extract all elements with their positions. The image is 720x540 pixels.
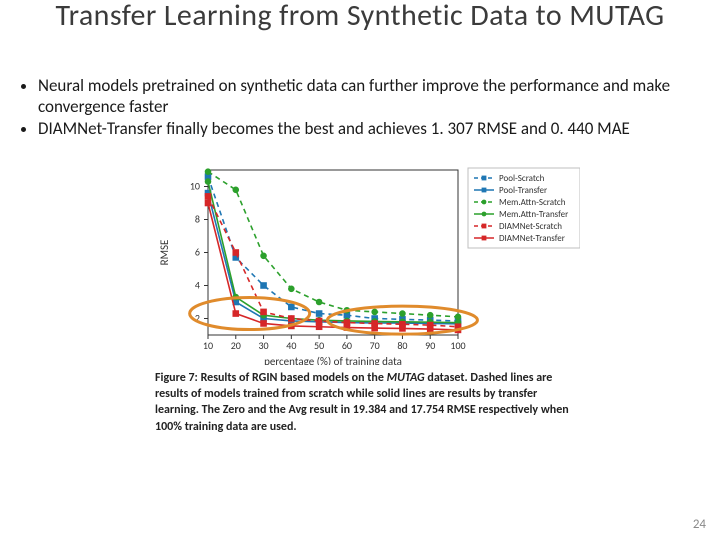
slide-title: Transfer Learning from Synthetic Data to… [0, 0, 720, 32]
bullet-list: Neural models pretrained on synthetic da… [20, 76, 700, 142]
svg-text:100: 100 [450, 339, 465, 352]
svg-text:40: 40 [286, 339, 296, 352]
bullet-item: DIAMNet-Transfer finally becomes the bes… [38, 119, 700, 140]
svg-text:8: 8 [195, 213, 200, 226]
chart-figure: 246810102030405060708090100percentage (%… [150, 160, 580, 365]
bullet-item: Neural models pretrained on synthetic da… [38, 76, 700, 117]
svg-text:30: 30 [258, 339, 268, 352]
svg-text:Mem.Attn-Scratch: Mem.Attn-Scratch [499, 197, 566, 208]
svg-text:DIAMNet-Scratch: DIAMNet-Scratch [499, 221, 562, 232]
figure-caption: Figure 7: Results of RGIN based models o… [155, 370, 575, 435]
svg-text:90: 90 [425, 339, 435, 352]
svg-text:70: 70 [370, 339, 380, 352]
svg-text:20: 20 [231, 339, 241, 352]
svg-text:Pool-Scratch: Pool-Scratch [499, 173, 545, 184]
svg-text:percentage (%) of training dat: percentage (%) of training data [264, 355, 402, 365]
line-chart: 246810102030405060708090100percentage (%… [150, 160, 580, 365]
svg-text:4: 4 [195, 279, 200, 292]
svg-text:10: 10 [190, 180, 200, 193]
caption-dataset: MUTAG [387, 371, 425, 385]
caption-text: Results of RGIN based models on the [198, 371, 387, 385]
svg-text:50: 50 [314, 339, 324, 352]
svg-text:RMSE: RMSE [158, 240, 171, 266]
svg-text:80: 80 [397, 339, 407, 352]
page-number: 24 [693, 517, 706, 532]
svg-text:10: 10 [203, 339, 213, 352]
caption-label: Figure 7: [155, 371, 198, 385]
svg-text:DIAMNet-Transfer: DIAMNet-Transfer [499, 233, 565, 244]
svg-text:60: 60 [342, 339, 352, 352]
svg-text:6: 6 [195, 246, 200, 259]
svg-text:Pool-Transfer: Pool-Transfer [499, 185, 547, 196]
svg-text:Mem.Attn-Transfer: Mem.Attn-Transfer [499, 209, 568, 220]
